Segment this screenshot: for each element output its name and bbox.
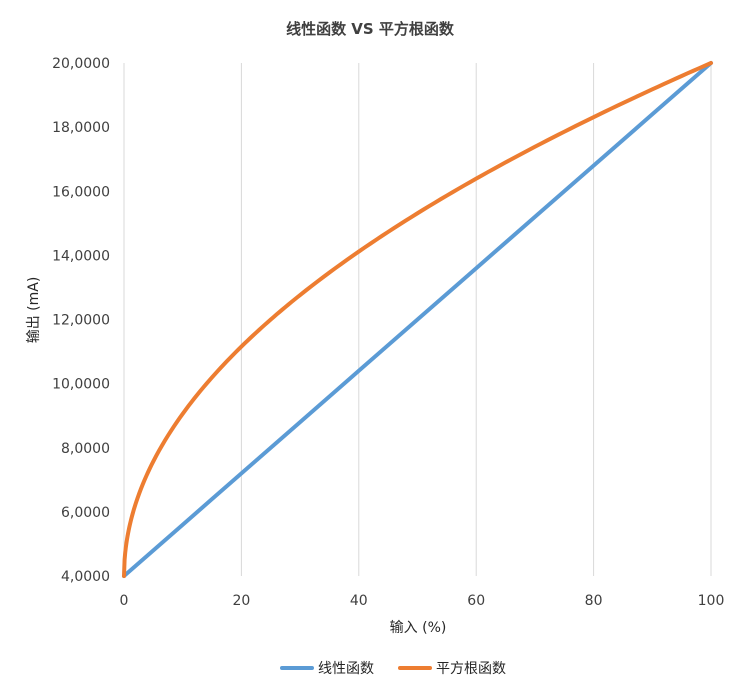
y-tick-label: 12,0000 bbox=[52, 313, 110, 329]
legend-label: 平方根函数 bbox=[436, 661, 506, 677]
x-tick-label: 0 bbox=[120, 593, 129, 609]
x-tick-label: 80 bbox=[585, 593, 603, 609]
y-axis-label: 输出 (mA) bbox=[26, 277, 42, 344]
y-tick-label: 20,0000 bbox=[52, 56, 110, 72]
y-tick-label: 16,0000 bbox=[52, 184, 110, 200]
x-axis-ticks: 0 20 40 60 80 100 bbox=[120, 593, 725, 609]
grid-lines bbox=[123, 63, 712, 576]
y-tick-label: 6,0000 bbox=[61, 505, 110, 521]
x-tick-label: 40 bbox=[350, 593, 368, 609]
series-line-sqrt bbox=[122, 61, 713, 578]
legend-label: 线性函数 bbox=[318, 661, 374, 677]
y-axis-ticks: 4,0000 6,0000 8,0000 10,0000 12,0000 14,0000 1… bbox=[52, 56, 110, 585]
y-tick-label: 18,0000 bbox=[52, 120, 110, 136]
x-tick-label: 100 bbox=[698, 593, 725, 609]
y-tick-label: 8,0000 bbox=[61, 441, 110, 457]
y-tick-label: 10,0000 bbox=[52, 377, 110, 393]
y-tick-label: 4,0000 bbox=[61, 569, 110, 585]
chart-title: 线性函数 VS 平方根函数 bbox=[286, 20, 455, 38]
x-axis-label: 输入 (%) bbox=[390, 620, 447, 636]
series-line-linear bbox=[122, 61, 713, 578]
legend: 线性函数 平方根函数 bbox=[280, 661, 506, 677]
y-tick-label: 14,0000 bbox=[52, 248, 110, 264]
x-tick-label: 20 bbox=[232, 593, 250, 609]
series-lines bbox=[122, 61, 713, 578]
x-tick-label: 60 bbox=[467, 593, 485, 609]
